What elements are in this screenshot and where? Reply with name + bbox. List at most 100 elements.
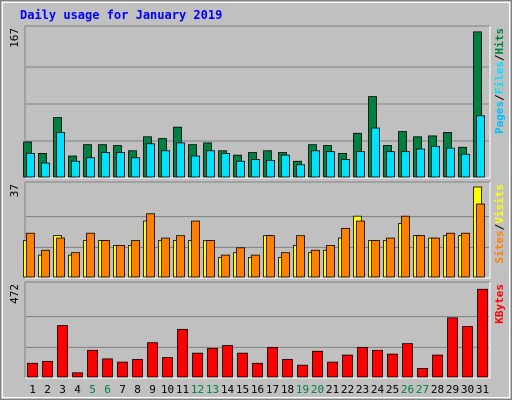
day-label-18: 18 <box>281 383 294 396</box>
day-label-1: 1 <box>29 383 36 396</box>
legend-text-visits-sites: Sites/Visits <box>493 184 506 264</box>
bar-visits-sites-sites-day-18 <box>281 252 290 278</box>
bar-kbytes-kbytes-day-4 <box>72 372 83 378</box>
bar-kbytes-kbytes-day-18 <box>282 359 293 378</box>
day-label-14: 14 <box>221 383 235 396</box>
bar-hits-files-pages-files-day-2 <box>41 162 50 178</box>
bar-visits-sites-sites-day-3 <box>56 237 65 278</box>
bar-kbytes-kbytes-day-24 <box>372 349 383 378</box>
legend-sep: / <box>493 223 506 230</box>
bar-kbytes-kbytes-day-31 <box>477 288 488 378</box>
day-label-25: 25 <box>386 383 399 396</box>
bar-kbytes-kbytes-day-14 <box>222 345 233 378</box>
bar-hits-files-pages-files-day-17 <box>266 159 275 178</box>
legend-sep: / <box>493 94 506 101</box>
bar-visits-sites-sites-day-22 <box>341 227 350 278</box>
bar-visits-sites-sites-day-31 <box>476 203 485 278</box>
bar-kbytes-kbytes-day-30 <box>462 326 473 378</box>
bar-hits-files-pages-files-day-1 <box>26 152 35 178</box>
day-label-6: 6 <box>104 383 111 396</box>
day-label-20: 20 <box>311 383 324 396</box>
bar-visits-sites-sites-day-17 <box>266 235 275 278</box>
bar-kbytes-kbytes-day-2 <box>42 360 53 378</box>
bar-kbytes-kbytes-day-15 <box>237 352 248 378</box>
bar-hits-files-pages-files-day-5 <box>86 157 95 178</box>
day-label-3: 3 <box>59 383 66 396</box>
day-label-12: 12 <box>191 383 204 396</box>
bar-hits-files-pages-files-day-21 <box>326 151 335 178</box>
legend-item-pages: Pages <box>493 101 506 134</box>
bar-kbytes-kbytes-day-26 <box>402 343 413 378</box>
day-label-17: 17 <box>266 383 279 396</box>
bar-visits-sites-sites-day-27 <box>416 235 425 278</box>
bar-kbytes-kbytes-day-11 <box>177 328 188 378</box>
bar-kbytes-kbytes-day-5 <box>87 349 98 378</box>
legend-text-hits-files-pages: Pages/Files/Hits <box>493 28 506 134</box>
bar-hits-files-pages-files-day-23 <box>356 151 365 178</box>
day-label-16: 16 <box>251 383 264 396</box>
day-label-27: 27 <box>416 383 429 396</box>
max-label-kbytes: 472 <box>8 284 21 304</box>
bar-visits-sites-sites-day-24 <box>371 240 380 278</box>
bar-hits-files-pages-files-day-6 <box>101 152 110 178</box>
bar-hits-files-pages-files-day-4 <box>71 160 80 178</box>
legend-item-files: Files <box>493 61 506 94</box>
day-label-22: 22 <box>341 383 354 396</box>
bar-hits-files-pages-files-day-8 <box>131 157 140 178</box>
bar-kbytes-kbytes-day-10 <box>162 357 173 378</box>
day-label-29: 29 <box>446 383 459 396</box>
day-label-31: 31 <box>476 383 489 396</box>
bar-kbytes-kbytes-day-7 <box>117 361 128 378</box>
bar-kbytes-kbytes-day-8 <box>132 359 143 378</box>
day-label-10: 10 <box>161 383 174 396</box>
bar-visits-sites-sites-day-13 <box>206 240 215 278</box>
max-label-hits-files-pages: 167 <box>8 28 21 48</box>
day-label-4: 4 <box>74 383 81 396</box>
bar-kbytes-kbytes-day-27 <box>417 368 428 378</box>
day-label-24: 24 <box>371 383 385 396</box>
bar-visits-sites-sites-day-21 <box>326 244 335 278</box>
bar-visits-sites-sites-day-7 <box>116 244 125 278</box>
legend-item-kbytes: KBytes <box>493 284 506 324</box>
bar-hits-files-pages-files-day-25 <box>386 151 395 178</box>
legend-item-sites: Sites <box>493 230 506 263</box>
bar-hits-files-pages-files-day-13 <box>206 150 215 178</box>
day-labels-group: 1 2 3 4 5 6 7 8 9 10 11 12 13 14 15 16 17 18 19 20 21 22 23 24 2… <box>29 383 489 396</box>
bar-hits-files-pages-files-day-7 <box>116 152 125 178</box>
day-label-30: 30 <box>461 383 474 396</box>
day-label-11: 11 <box>176 383 189 396</box>
bar-visits-sites-sites-day-30 <box>461 232 470 278</box>
bar-kbytes-kbytes-day-17 <box>267 347 278 378</box>
bar-kbytes-kbytes-day-28 <box>432 354 443 378</box>
bar-kbytes-kbytes-day-29 <box>447 317 458 378</box>
bar-kbytes-kbytes-day-23 <box>357 347 368 378</box>
day-label-9: 9 <box>149 383 156 396</box>
day-label-28: 28 <box>431 383 444 396</box>
bar-visits-sites-sites-day-26 <box>401 215 410 278</box>
legend-visits-sites: Sites/Visits <box>493 184 506 264</box>
legend-item-visits: Visits <box>493 184 506 224</box>
bar-visits-sites-sites-day-23 <box>356 220 365 278</box>
legend-text-kbytes: KBytes <box>493 284 506 324</box>
bar-hits-files-pages-files-day-10 <box>161 150 170 178</box>
bar-kbytes-kbytes-day-16 <box>252 362 263 378</box>
day-label-15: 15 <box>236 383 249 396</box>
day-label-21: 21 <box>326 383 339 396</box>
bar-visits-sites-sites-day-6 <box>101 240 110 278</box>
bar-kbytes-kbytes-day-3 <box>57 325 68 378</box>
bar-visits-sites-sites-day-11 <box>176 235 185 278</box>
bar-hits-files-pages-files-day-16 <box>251 159 260 178</box>
bar-visits-sites-sites-day-29 <box>446 232 455 278</box>
legend-kbytes: KBytes <box>493 284 506 324</box>
day-label-19: 19 <box>296 383 309 396</box>
bar-hits-files-pages-files-day-28 <box>431 146 440 178</box>
chart-title: Daily usage for January 2019 <box>20 8 222 22</box>
bar-kbytes-kbytes-day-19 <box>297 364 308 378</box>
bar-visits-sites-sites-day-15 <box>236 247 245 278</box>
day-label-5: 5 <box>89 383 96 396</box>
bar-kbytes-kbytes-day-22 <box>342 354 353 378</box>
max-label-visits-sites: 37 <box>8 184 21 197</box>
bar-visits-sites-sites-day-16 <box>251 254 260 278</box>
